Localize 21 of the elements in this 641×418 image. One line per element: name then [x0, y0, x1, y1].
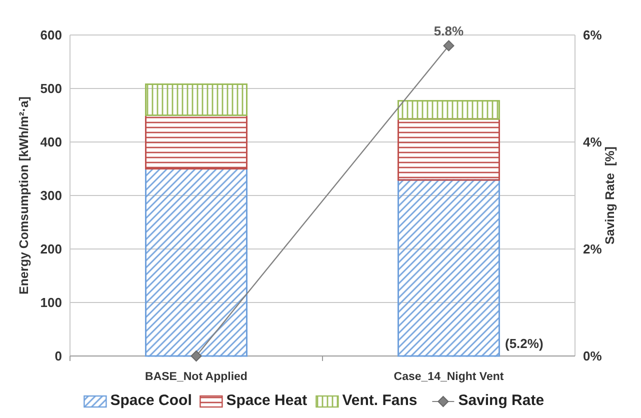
legend-label: Space Cool: [110, 392, 192, 409]
y-tick-label: 100: [40, 295, 62, 310]
y-tick-label: 300: [40, 188, 62, 204]
y2-axis-title: Saving Rate [%]: [603, 146, 617, 244]
annotation: (5.2%): [505, 336, 544, 351]
y2-tick-label: 0%: [583, 348, 602, 364]
y-tick-label: 500: [40, 81, 62, 96]
x-tick-label: BASE_Not Applied: [145, 371, 248, 383]
y-tick-label: 400: [40, 134, 62, 150]
legend-label: Saving Rate: [458, 392, 544, 409]
y-tick-label: 600: [40, 28, 62, 43]
y2-tick-label: 2%: [583, 242, 602, 257]
y2-tick-label: 4%: [583, 134, 602, 150]
y-axis-title: Energy Comsumption [kWh/m²·a]: [17, 96, 31, 294]
y-tick-label: 0: [54, 348, 62, 364]
y-tick-label: 200: [40, 242, 62, 257]
x-tick-label: Case_14_Night Vent: [394, 371, 504, 383]
y2-tick-label: 6%: [583, 28, 602, 43]
legend-label: Space Heat: [226, 392, 308, 409]
data-label: 5.8%: [434, 24, 464, 39]
legend-label: Vent. Fans: [342, 392, 418, 409]
